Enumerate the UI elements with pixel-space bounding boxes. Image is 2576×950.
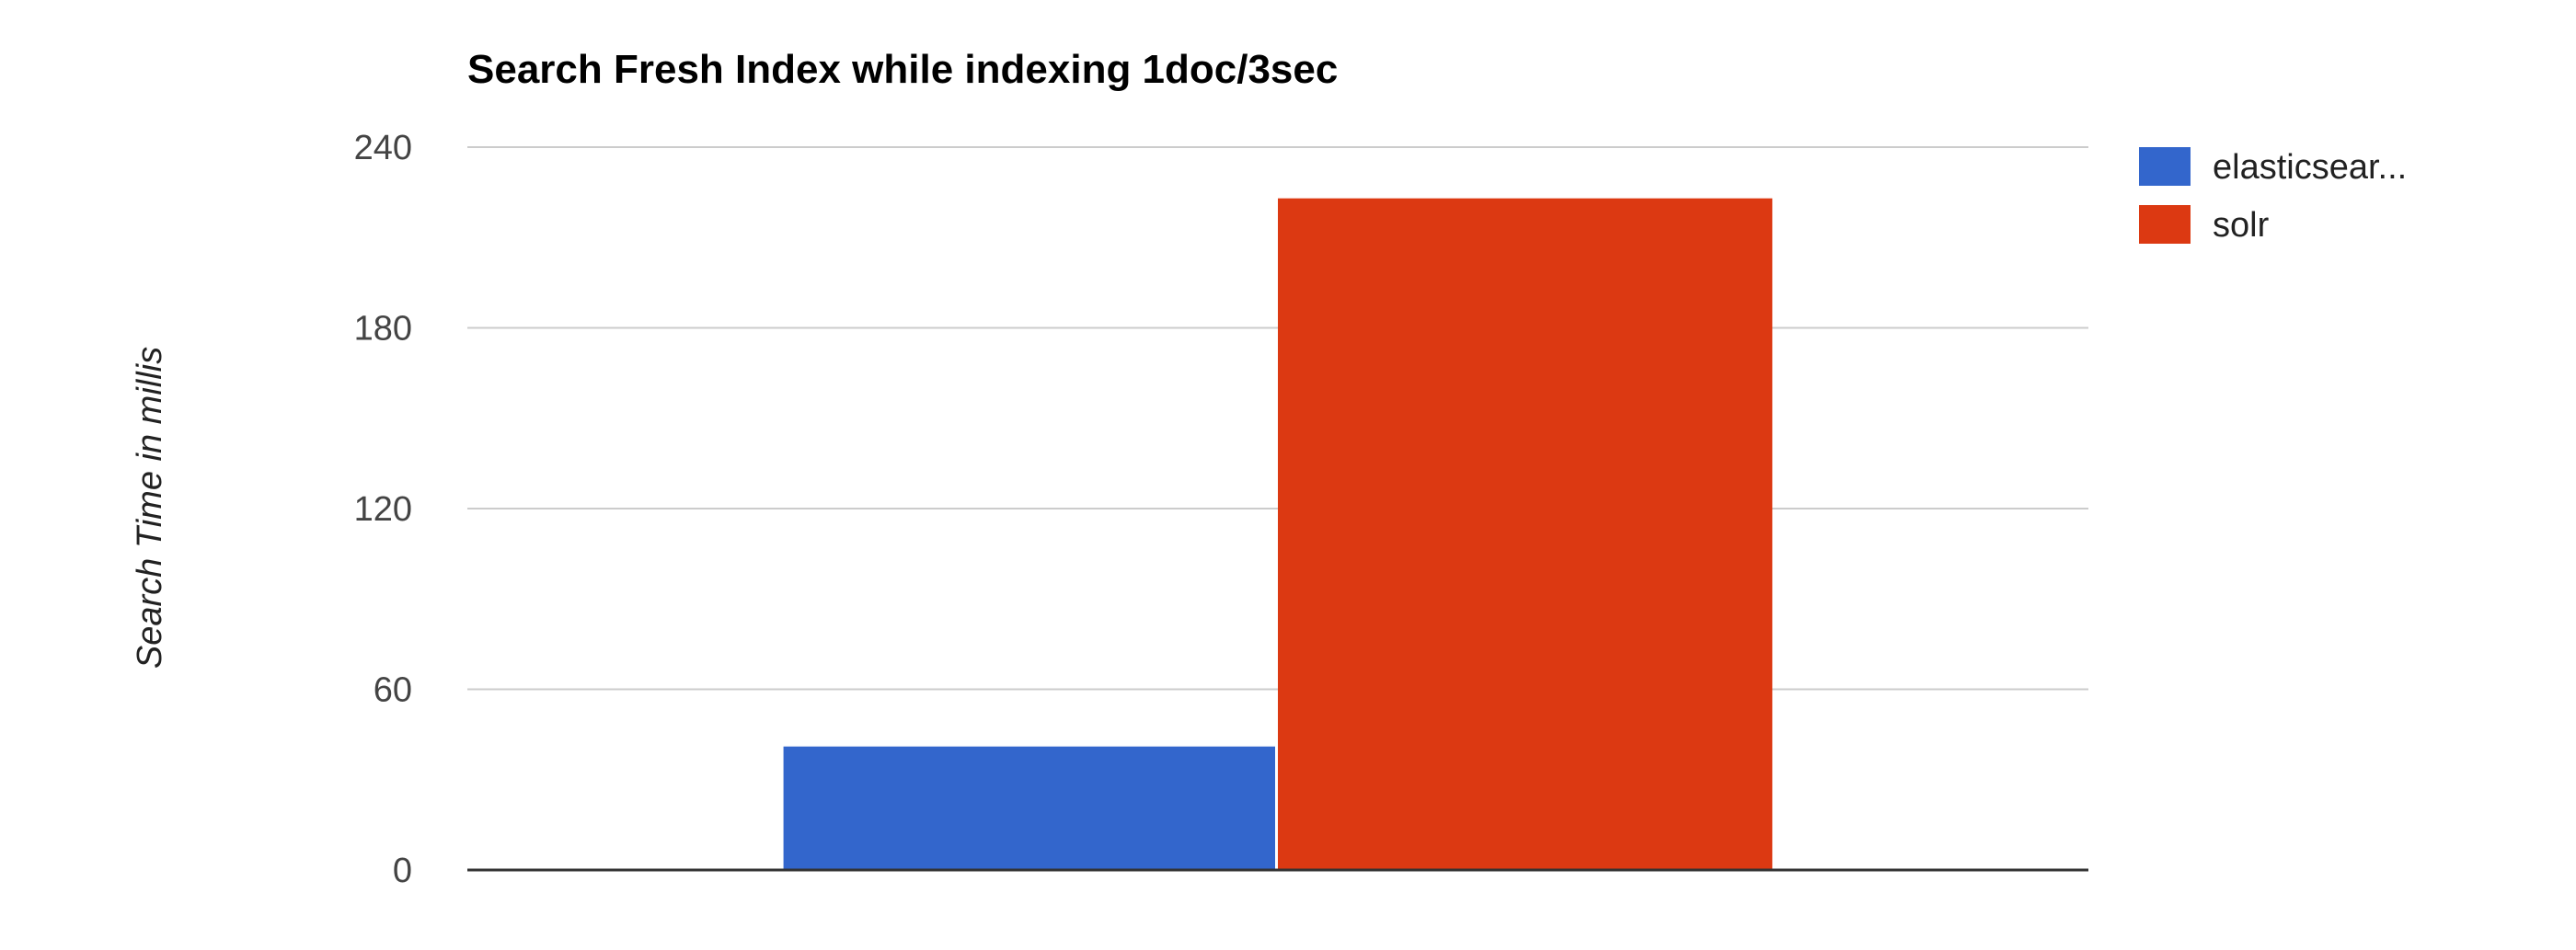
y-tick-label: 60 [374,671,412,710]
bars [783,198,1773,871]
bar-solr [1278,198,1773,871]
legend-label: elasticsear... [2213,148,2407,187]
legend: elasticsear... solr [2139,147,2407,245]
legend-label: solr [2213,206,2270,245]
y-axis-ticks: 0 60 120 180 240 [354,129,412,890]
y-axis-label: Search Time in millis [131,347,169,669]
chart-title: Search Fresh Index while indexing 1doc/3… [467,47,1338,92]
bar-elasticsear- [783,746,1275,870]
y-tick-label: 180 [354,310,412,349]
y-tick-label: 0 [393,852,412,890]
y-tick-label: 120 [354,490,412,529]
legend-swatch [2139,205,2191,244]
legend-swatch [2139,147,2191,186]
y-tick-label: 240 [354,129,412,167]
